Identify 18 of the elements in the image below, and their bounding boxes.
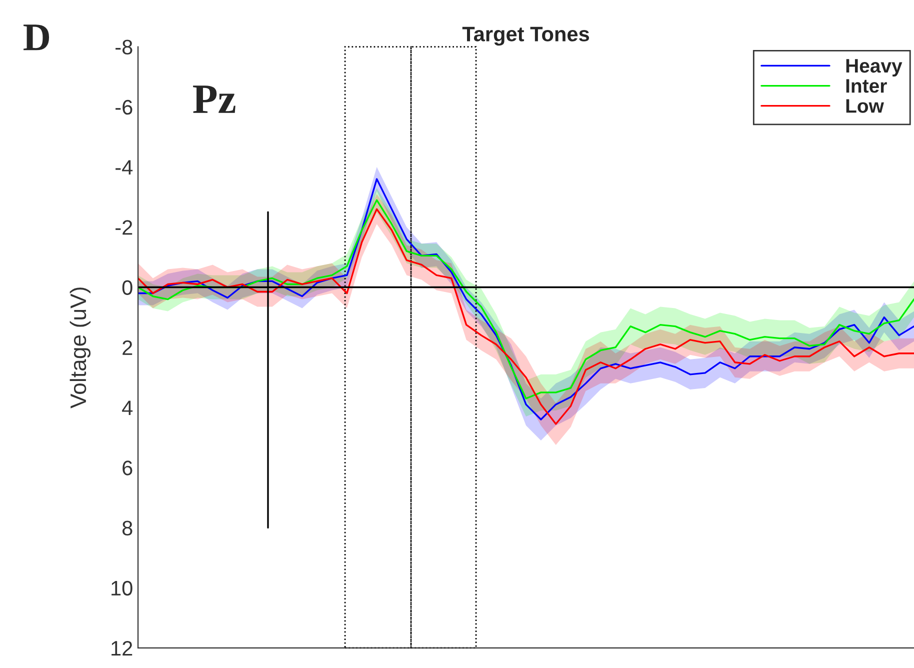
y-tick-label: 4 xyxy=(122,400,133,416)
y-tick-label: 10 xyxy=(112,580,132,596)
y-tick-label: 6 xyxy=(122,460,132,476)
chart-title: Target Tones xyxy=(462,26,590,46)
legend-label: Low xyxy=(846,99,884,113)
y-tick-label: -4 xyxy=(116,160,133,175)
y-tick-label: -2 xyxy=(116,220,132,235)
y-tick-label: 12 xyxy=(112,640,132,656)
y-tick-label: -8 xyxy=(116,40,132,55)
legend-label: Heavy xyxy=(846,59,902,77)
annotation: Pz xyxy=(193,86,236,113)
y-axis-title: Voltage (uV) xyxy=(70,288,91,408)
y-tick-label: -6 xyxy=(116,100,132,115)
y-tick-label: 0 xyxy=(122,280,132,295)
legend-label: Inter xyxy=(846,79,887,93)
y-tick-label: 2 xyxy=(122,340,132,355)
text: D xyxy=(24,24,50,50)
y-tick-label: 8 xyxy=(122,520,132,536)
